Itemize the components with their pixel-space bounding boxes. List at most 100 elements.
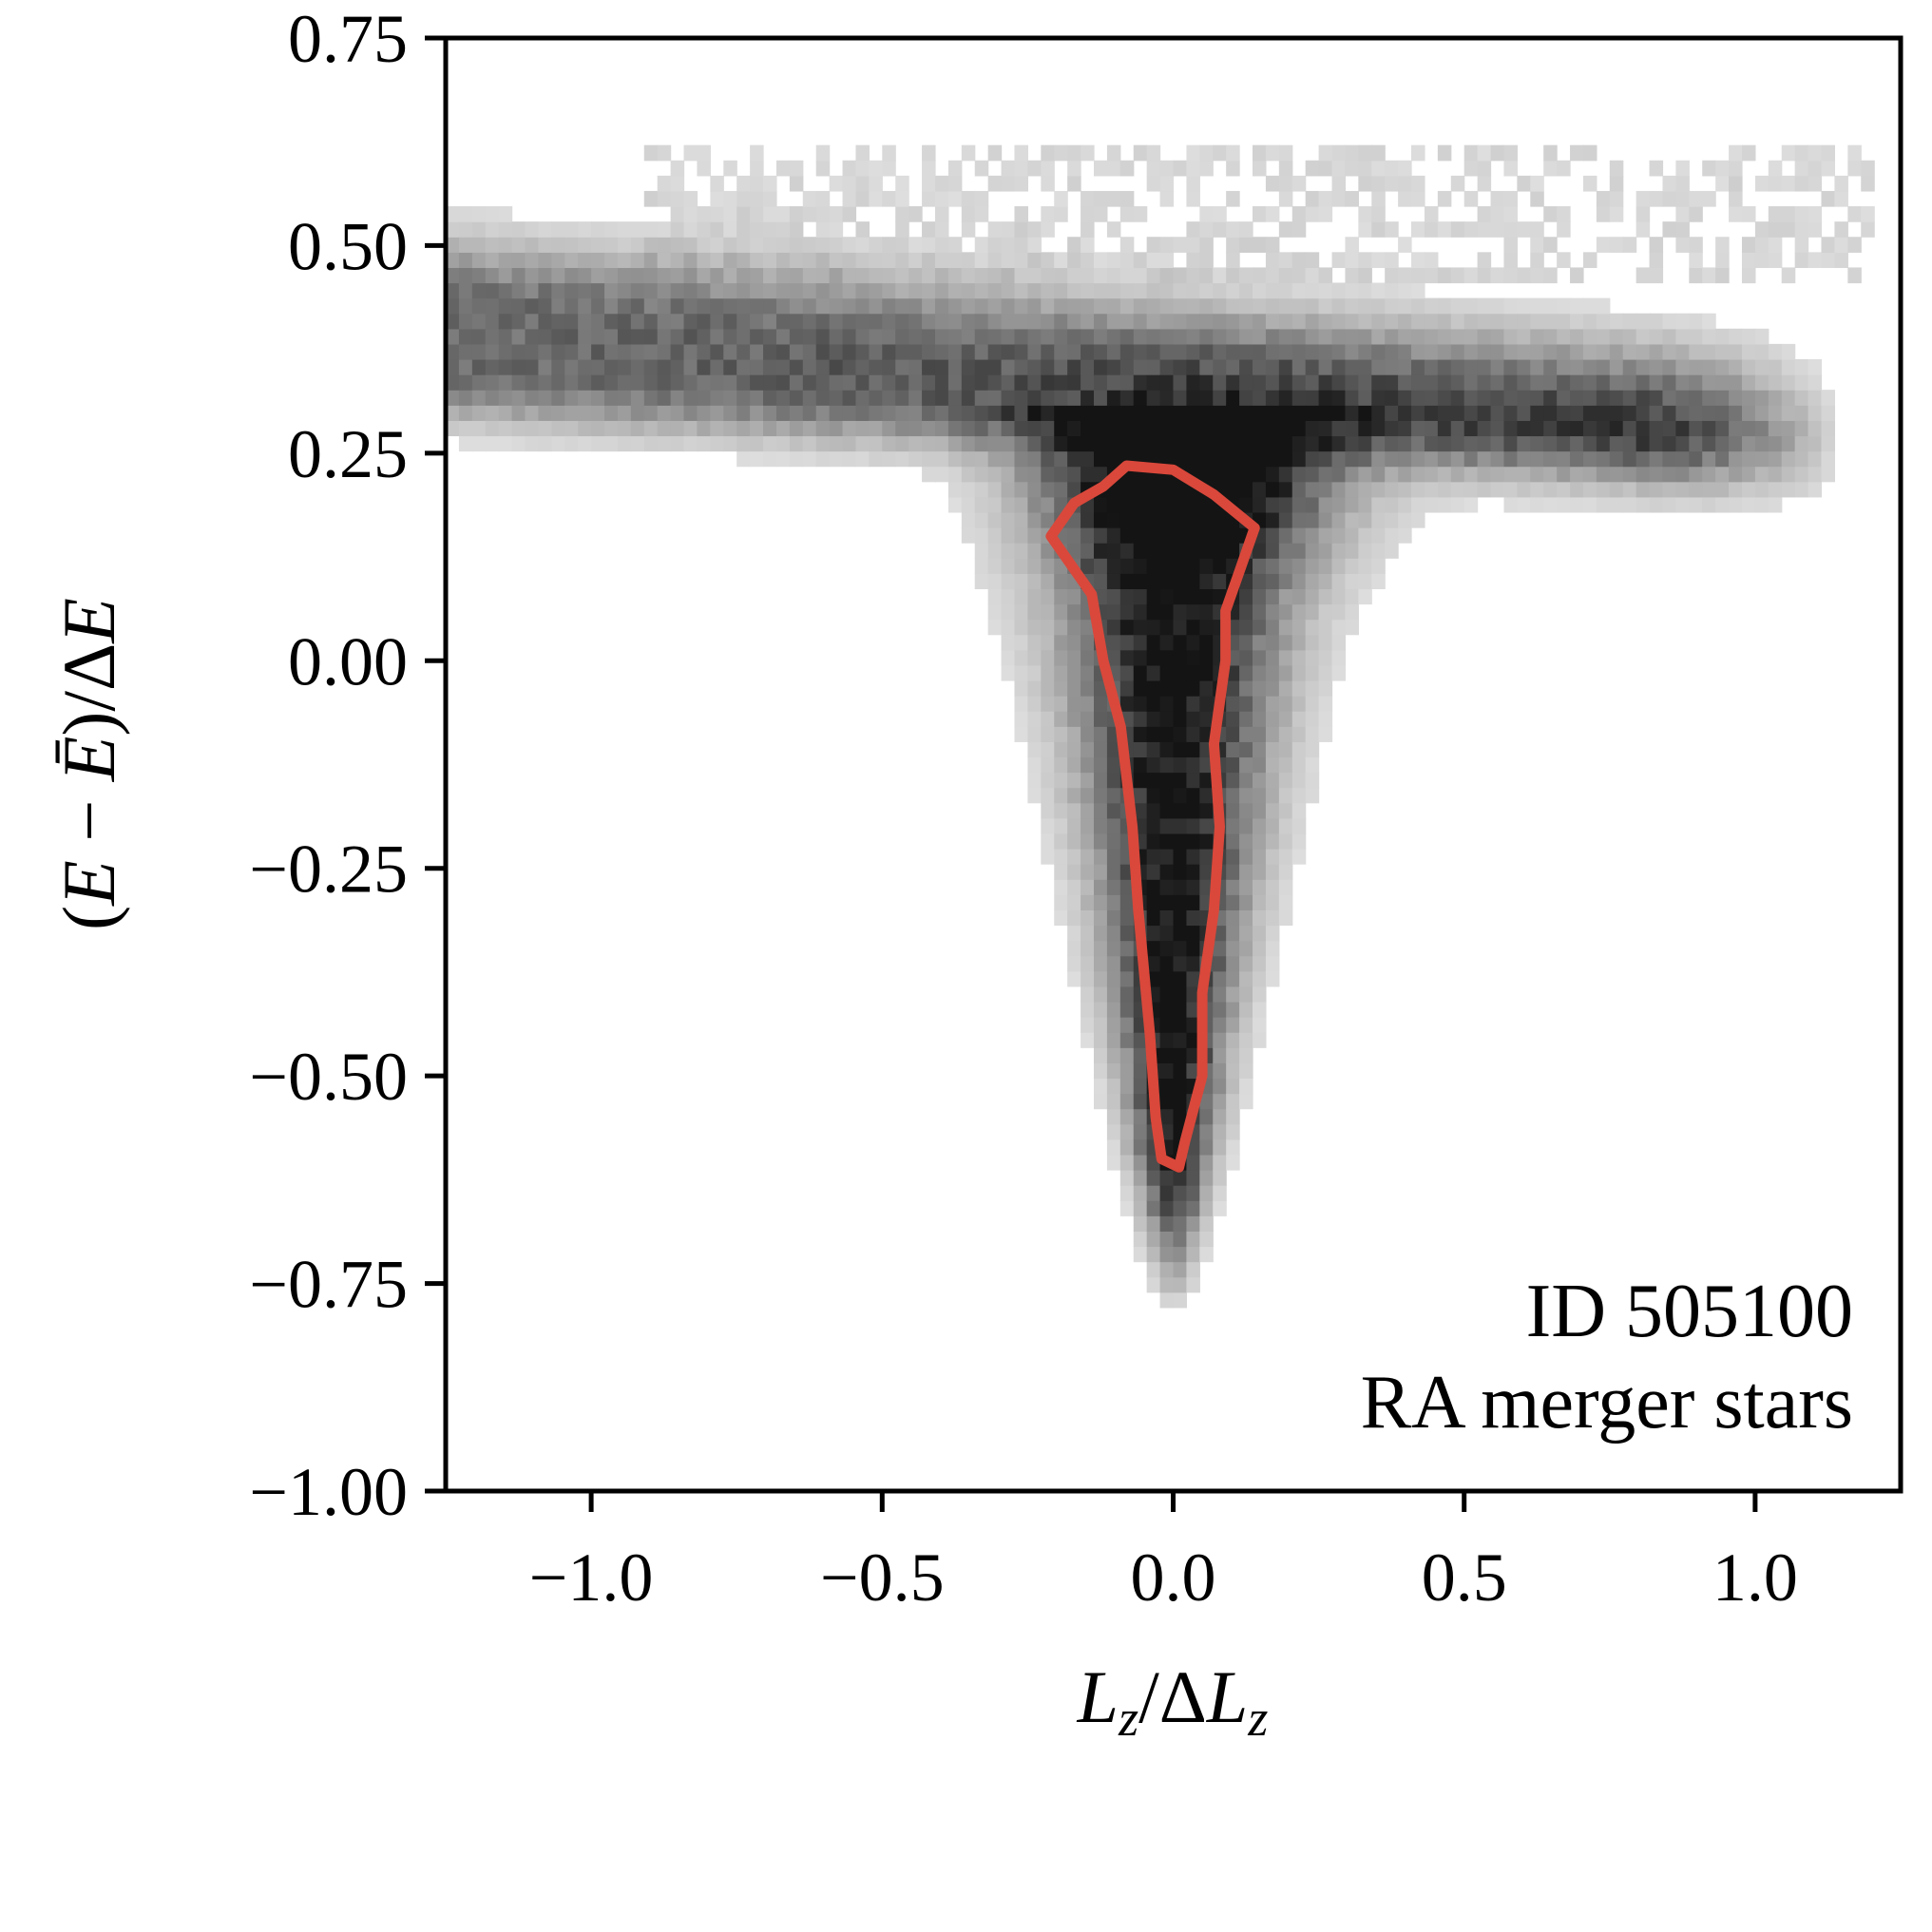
heatmap-cell: [775, 160, 791, 177]
heatmap-cell: [947, 328, 963, 345]
heatmap-cell: [947, 282, 963, 299]
heatmap-cell: [1146, 864, 1161, 880]
heatmap-cell: [1557, 358, 1571, 375]
heatmap-cell: [1119, 343, 1135, 360]
heatmap-cell: [1570, 450, 1584, 468]
heatmap-cell: [1239, 832, 1253, 850]
heatmap-cell: [1305, 160, 1320, 177]
heatmap-cell: [1199, 466, 1214, 483]
heatmap-cell: [842, 297, 857, 315]
heatmap-cell: [1278, 711, 1293, 727]
heatmap-cell: [1794, 175, 1809, 192]
heatmap-cell: [1199, 435, 1214, 452]
heatmap-cell: [1385, 390, 1399, 406]
heatmap-cell: [1186, 1154, 1200, 1171]
heatmap-cell: [1186, 282, 1200, 299]
heatmap-cell: [1662, 435, 1676, 452]
heatmap-cell: [1239, 711, 1253, 727]
heatmap-cell: [723, 160, 737, 177]
heatmap-cell: [1318, 450, 1333, 468]
heatmap-cell: [1027, 466, 1042, 483]
heatmap-cell: [1159, 573, 1175, 590]
heatmap-cell: [1622, 358, 1637, 375]
heatmap-cell: [511, 420, 526, 437]
heatmap-cell: [471, 435, 487, 452]
heatmap-cell: [1557, 435, 1571, 452]
heatmap-cell: [1226, 940, 1240, 957]
heatmap-cell: [1146, 711, 1161, 727]
heatmap-cell: [1041, 466, 1055, 483]
heatmap-cell: [1014, 374, 1028, 391]
heatmap-cell: [1305, 267, 1320, 284]
heatmap-cell: [710, 420, 724, 437]
heatmap-cell: [1067, 313, 1081, 330]
heatmap-cell: [1119, 390, 1135, 406]
heatmap-cell: [987, 313, 1003, 330]
heatmap-cell: [1253, 619, 1267, 636]
heatmap-cell: [1159, 679, 1175, 697]
heatmap-cell: [947, 237, 963, 253]
heatmap-cell: [1213, 374, 1227, 391]
heatmap-cell: [1253, 955, 1267, 972]
heatmap-cell: [1159, 756, 1175, 774]
heatmap-cell: [485, 297, 500, 315]
heatmap-cell: [1265, 282, 1280, 299]
heatmap-cell: [1331, 328, 1347, 345]
heatmap-cell: [670, 390, 685, 406]
heatmap-cell: [1054, 832, 1068, 850]
heatmap-cell: [987, 543, 1003, 559]
heatmap-cell: [815, 160, 831, 177]
heatmap-cell: [564, 374, 579, 391]
heatmap-cell: [934, 237, 949, 253]
heatmap-cell: [1106, 970, 1121, 987]
heatmap-cell: [1781, 466, 1796, 483]
heatmap-cell: [1278, 787, 1293, 804]
heatmap-cell: [1253, 832, 1267, 850]
heatmap-cell: [1001, 297, 1016, 315]
heatmap-cell: [789, 420, 804, 437]
heatmap-cell: [763, 450, 777, 468]
heatmap-cell: [1239, 772, 1253, 789]
heatmap-cell: [446, 343, 460, 360]
heatmap-cell: [829, 405, 844, 421]
heatmap-cell: [1477, 252, 1492, 269]
heatmap-cell: [1199, 787, 1214, 804]
heatmap-cell: [1226, 1154, 1240, 1171]
heatmap-cell: [485, 405, 500, 421]
heatmap-cell: [1054, 909, 1068, 927]
y-tick-label: −0.50: [249, 1039, 408, 1115]
heatmap-cell: [1821, 390, 1836, 406]
heatmap-cell: [1199, 374, 1214, 391]
heatmap-cell: [1490, 144, 1505, 162]
heatmap-cell: [1305, 496, 1320, 513]
heatmap-cell: [1186, 527, 1200, 544]
heatmap-cell: [1609, 450, 1624, 468]
heatmap-cell: [1781, 390, 1796, 406]
heatmap-cell: [1146, 558, 1161, 574]
heatmap-cell: [1398, 435, 1412, 452]
heatmap-cell: [1199, 237, 1214, 253]
heatmap-cell: [1729, 390, 1743, 406]
heatmap-cell: [1173, 711, 1188, 727]
heatmap-cell: [1305, 679, 1320, 697]
heatmap-cell: [1649, 450, 1664, 468]
heatmap-cell: [485, 374, 500, 391]
heatmap-cell: [498, 405, 513, 421]
heatmap-cell: [1014, 420, 1028, 437]
heatmap-cell: [1477, 450, 1492, 468]
heatmap-cell: [1119, 634, 1135, 651]
heatmap-cell: [1041, 267, 1055, 284]
heatmap-cell: [763, 175, 777, 192]
heatmap-cell: [1582, 374, 1597, 391]
heatmap-cell: [446, 206, 460, 222]
heatmap-cell: [1106, 787, 1121, 804]
heatmap-cell: [511, 237, 526, 253]
heatmap-cell: [578, 328, 592, 345]
heatmap-cell: [1133, 711, 1148, 727]
heatmap-cell: [1239, 328, 1253, 345]
heatmap-cell: [1570, 420, 1584, 437]
heatmap-cell: [643, 343, 659, 360]
heatmap-cell: [1239, 496, 1253, 513]
heatmap-cell: [723, 435, 737, 452]
heatmap-cell: [1305, 390, 1320, 406]
